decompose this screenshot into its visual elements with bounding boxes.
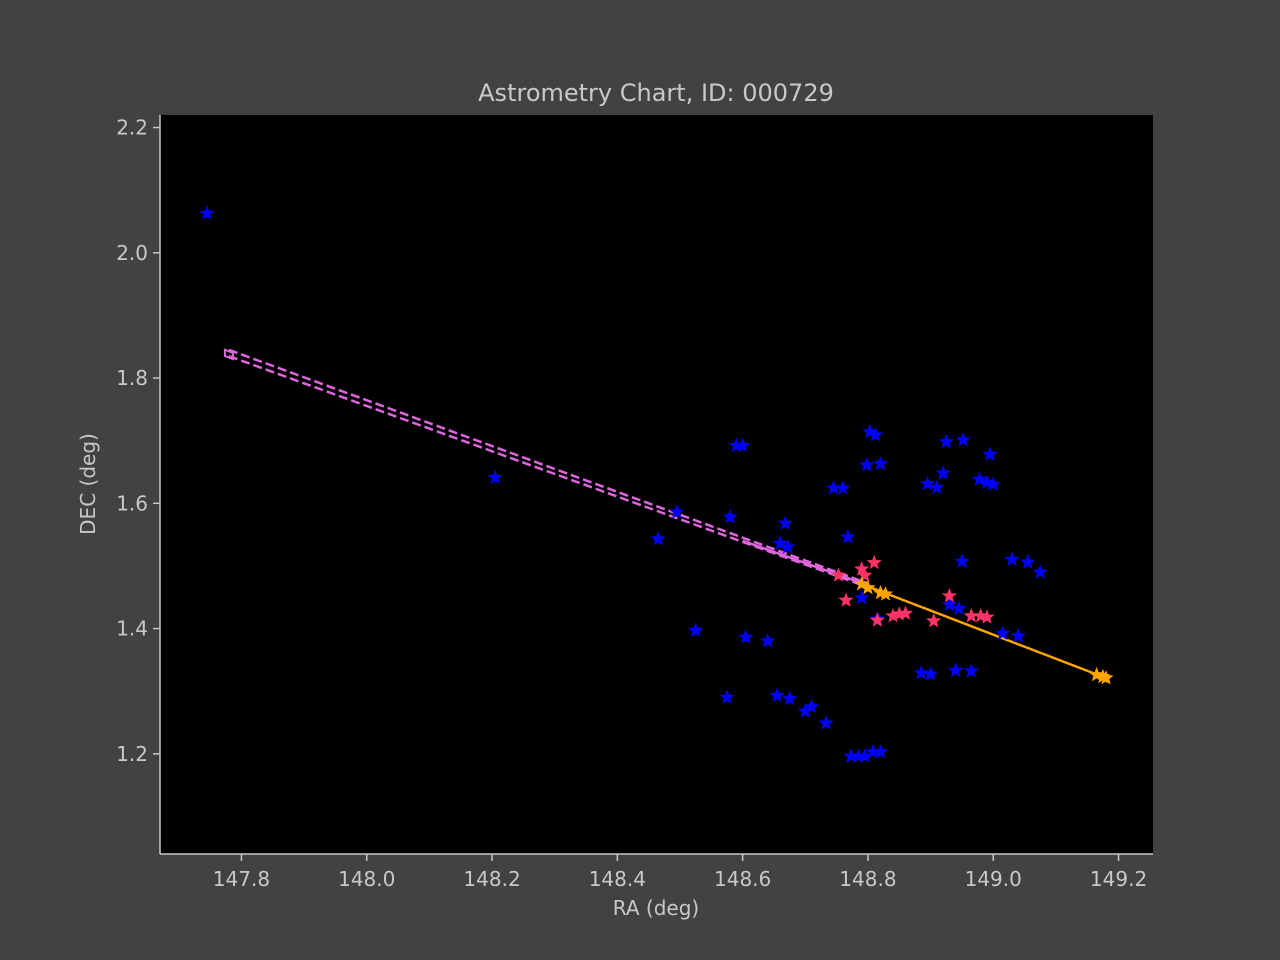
- star-point: [948, 662, 964, 677]
- star-point: [877, 586, 894, 601]
- lines-layer: [223, 348, 1107, 680]
- plot-area: [160, 115, 1153, 854]
- star-point: [926, 613, 942, 628]
- star-point: [199, 205, 215, 220]
- star-point: [728, 437, 744, 453]
- y-tick-label: 2.0: [116, 241, 148, 265]
- star-point: [919, 475, 936, 491]
- star-point: [951, 600, 967, 615]
- star-point: [1098, 670, 1114, 685]
- x-tick-label: 149.2: [1090, 867, 1147, 891]
- star-point: [971, 471, 988, 486]
- star-point: [955, 432, 971, 447]
- star-point: [872, 455, 889, 471]
- star-point: [954, 553, 970, 568]
- star-point: [872, 743, 889, 759]
- star-point: [722, 509, 738, 524]
- x-tick-label: 148.8: [839, 867, 896, 891]
- star-point: [860, 579, 876, 595]
- star-point: [935, 465, 951, 480]
- star-point: [963, 663, 979, 678]
- star-point: [738, 629, 754, 644]
- star-point: [1032, 564, 1048, 579]
- star-point: [838, 592, 854, 607]
- star-point: [941, 587, 957, 603]
- points-layer: [199, 205, 1114, 763]
- projection-line: [228, 348, 869, 585]
- star-point: [797, 703, 813, 718]
- y-tick-label: 1.2: [116, 742, 148, 766]
- star-point: [735, 437, 751, 453]
- star-point: [1089, 666, 1105, 682]
- x-tick-label: 147.8: [213, 867, 270, 891]
- x-ticks: 147.8 148.0 148.2 148.4 148.6 148.8 149.0 149.2: [213, 854, 1147, 891]
- star-point: [803, 698, 820, 714]
- x-tick-label: 148.2: [463, 867, 520, 891]
- star-point: [922, 666, 939, 681]
- star-point: [719, 689, 735, 704]
- star-point: [769, 687, 785, 703]
- track-line: [861, 582, 1107, 680]
- star-point: [885, 608, 901, 623]
- star-point: [979, 474, 995, 490]
- y-tick-label: 1.8: [116, 366, 148, 390]
- star-point: [913, 665, 929, 680]
- star-point: [979, 609, 995, 624]
- star-point: [669, 504, 685, 519]
- star-point: [857, 567, 873, 582]
- y-tick-label: 1.4: [116, 617, 148, 641]
- x-tick-label: 148.0: [338, 867, 395, 891]
- star-point: [782, 690, 798, 706]
- y-tick-label: 1.6: [116, 491, 148, 515]
- star-point: [825, 480, 842, 495]
- star-point: [854, 589, 870, 605]
- star-point: [1020, 554, 1036, 569]
- star-point: [840, 529, 856, 544]
- star-point: [929, 479, 945, 495]
- x-tick-label: 148.4: [589, 867, 646, 891]
- star-point: [963, 608, 979, 623]
- y-axis-label: DEC (deg): [76, 433, 100, 535]
- star-point: [995, 625, 1011, 641]
- star-point: [1004, 551, 1020, 567]
- star-point: [985, 476, 1001, 491]
- star-point: [688, 622, 704, 637]
- star-point: [487, 469, 503, 485]
- star-point: [777, 515, 793, 530]
- x-tick-label: 148.6: [714, 867, 771, 891]
- star-point: [780, 539, 796, 554]
- star-point: [835, 480, 851, 495]
- x-tick-label: 149.0: [965, 867, 1022, 891]
- star-point: [862, 423, 878, 439]
- star-point: [650, 530, 666, 546]
- star-point: [869, 612, 885, 627]
- projection-line: [742, 539, 869, 587]
- star-point: [867, 427, 884, 442]
- star-point: [866, 554, 882, 570]
- star-point: [854, 561, 870, 576]
- star-point: [982, 446, 998, 461]
- chart-title: Astrometry Chart, ID: 000729: [478, 79, 834, 107]
- star-point: [818, 715, 834, 730]
- star-point: [865, 743, 881, 759]
- x-axis-label: RA (deg): [613, 896, 699, 920]
- star-point: [760, 633, 776, 648]
- star-point: [891, 606, 907, 621]
- star-point: [843, 748, 859, 763]
- y-tick-label: 2.2: [116, 116, 148, 140]
- star-point: [859, 457, 875, 472]
- star-point: [938, 433, 954, 449]
- projection-origin-box: [223, 348, 234, 361]
- star-point: [850, 748, 867, 763]
- star-point: [830, 567, 847, 582]
- star-point: [1010, 628, 1026, 643]
- star-point: [941, 596, 957, 612]
- star-point: [897, 605, 914, 620]
- y-ticks: 1.2 1.4 1.6 1.8 2.0 2.2: [116, 116, 160, 766]
- star-point: [854, 576, 870, 591]
- star-point: [857, 748, 873, 763]
- star-point: [772, 535, 788, 550]
